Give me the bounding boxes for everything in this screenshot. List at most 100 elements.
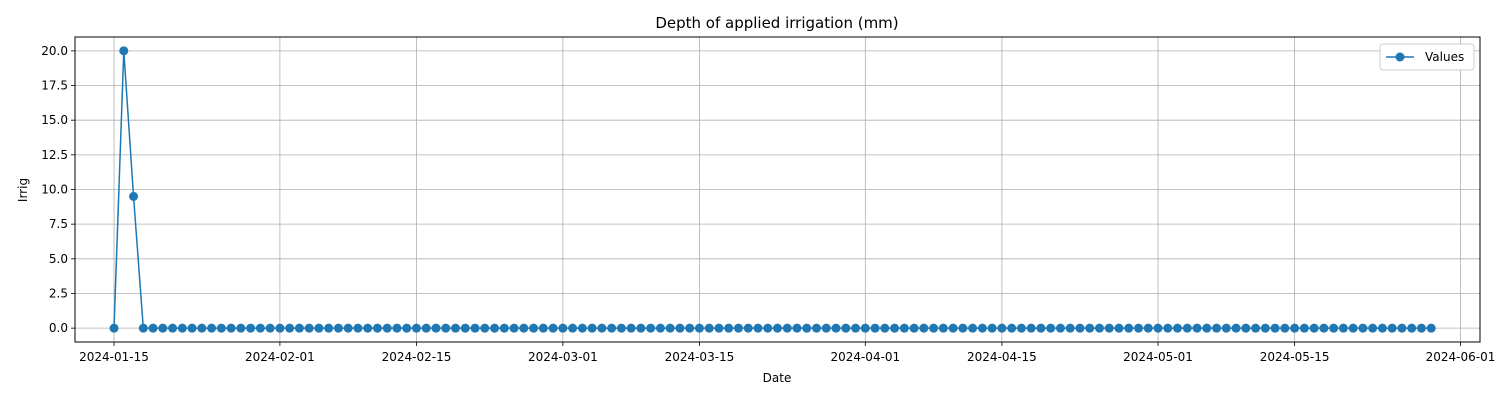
x-tick-label: 2024-04-15 xyxy=(967,350,1037,364)
legend-label-values: Values xyxy=(1425,50,1464,64)
data-point xyxy=(343,323,353,333)
data-point xyxy=(782,323,792,333)
data-point xyxy=(821,323,831,333)
data-point xyxy=(265,323,275,333)
data-point xyxy=(538,323,548,333)
data-point xyxy=(1104,323,1114,333)
data-point xyxy=(909,323,919,333)
data-point xyxy=(509,323,519,333)
data-point xyxy=(431,323,441,333)
data-point xyxy=(743,323,753,333)
data-point xyxy=(1055,323,1065,333)
data-point xyxy=(733,323,743,333)
y-tick-label: 17.5 xyxy=(41,79,68,93)
data-point xyxy=(499,323,509,333)
data-point xyxy=(1221,323,1231,333)
data-point xyxy=(363,323,373,333)
data-point xyxy=(1202,323,1212,333)
data-point xyxy=(1036,323,1046,333)
x-axis-label: Date xyxy=(763,371,792,385)
data-point xyxy=(372,323,382,333)
y-axis-label: Irrig xyxy=(16,178,30,202)
data-point xyxy=(997,323,1007,333)
data-point xyxy=(812,323,822,333)
data-point xyxy=(451,323,461,333)
data-point xyxy=(1114,323,1124,333)
data-point xyxy=(1094,323,1104,333)
data-point xyxy=(694,323,704,333)
data-point xyxy=(1329,323,1339,333)
data-point xyxy=(987,323,997,333)
data-point xyxy=(1134,323,1144,333)
data-point xyxy=(1026,323,1036,333)
y-tick-label: 7.5 xyxy=(49,217,68,231)
data-point xyxy=(324,323,334,333)
data-point xyxy=(626,323,636,333)
legend-point-marker xyxy=(1395,52,1405,62)
data-point xyxy=(1260,323,1270,333)
data-point xyxy=(597,323,607,333)
data-point xyxy=(275,323,285,333)
data-point xyxy=(646,323,656,333)
data-point xyxy=(168,323,178,333)
data-point xyxy=(1290,323,1300,333)
data-point xyxy=(382,323,392,333)
data-point xyxy=(1173,323,1183,333)
data-point xyxy=(1299,323,1309,333)
x-tick-label: 2024-04-01 xyxy=(830,350,900,364)
data-point xyxy=(314,323,324,333)
data-point xyxy=(1016,323,1026,333)
y-tick-label: 12.5 xyxy=(41,148,68,162)
data-point xyxy=(977,323,987,333)
data-point xyxy=(1416,323,1426,333)
data-point xyxy=(938,323,948,333)
data-point xyxy=(129,191,139,201)
data-point xyxy=(255,323,265,333)
data-point xyxy=(1358,323,1368,333)
data-point xyxy=(616,323,626,333)
data-point xyxy=(411,323,421,333)
data-point xyxy=(470,323,480,333)
data-point xyxy=(1065,323,1075,333)
y-tick-label: 15.0 xyxy=(41,113,68,127)
grid-lines xyxy=(75,37,1480,342)
y-tick-label: 0.0 xyxy=(49,321,68,335)
data-point xyxy=(216,323,226,333)
data-point xyxy=(841,323,851,333)
data-point xyxy=(148,323,158,333)
data-point xyxy=(304,323,314,333)
data-point xyxy=(1143,323,1153,333)
data-point xyxy=(1280,323,1290,333)
data-point xyxy=(1319,323,1329,333)
data-point xyxy=(568,323,578,333)
data-point xyxy=(1192,323,1202,333)
data-point xyxy=(890,323,900,333)
data-point xyxy=(207,323,217,333)
data-point xyxy=(851,323,861,333)
data-point xyxy=(763,323,773,333)
data-point xyxy=(119,46,129,56)
data-point xyxy=(714,323,724,333)
series-line xyxy=(113,50,1432,329)
data-point xyxy=(490,323,500,333)
data-point xyxy=(577,323,587,333)
data-point xyxy=(704,323,714,333)
data-point xyxy=(655,323,665,333)
data-point xyxy=(587,323,597,333)
data-point xyxy=(177,323,187,333)
data-point xyxy=(138,323,148,333)
data-point xyxy=(880,323,890,333)
x-tick-label: 2024-02-01 xyxy=(245,350,315,364)
data-point xyxy=(685,323,695,333)
data-point xyxy=(1163,323,1173,333)
data-point xyxy=(246,323,256,333)
x-tick-label: 2024-05-01 xyxy=(1123,350,1193,364)
data-point xyxy=(333,323,343,333)
data-point xyxy=(1251,323,1261,333)
x-tick-label: 2024-02-15 xyxy=(382,350,452,364)
data-point xyxy=(636,323,646,333)
data-point xyxy=(421,323,431,333)
y-tick-label: 10.0 xyxy=(41,183,68,197)
data-point xyxy=(1085,323,1095,333)
